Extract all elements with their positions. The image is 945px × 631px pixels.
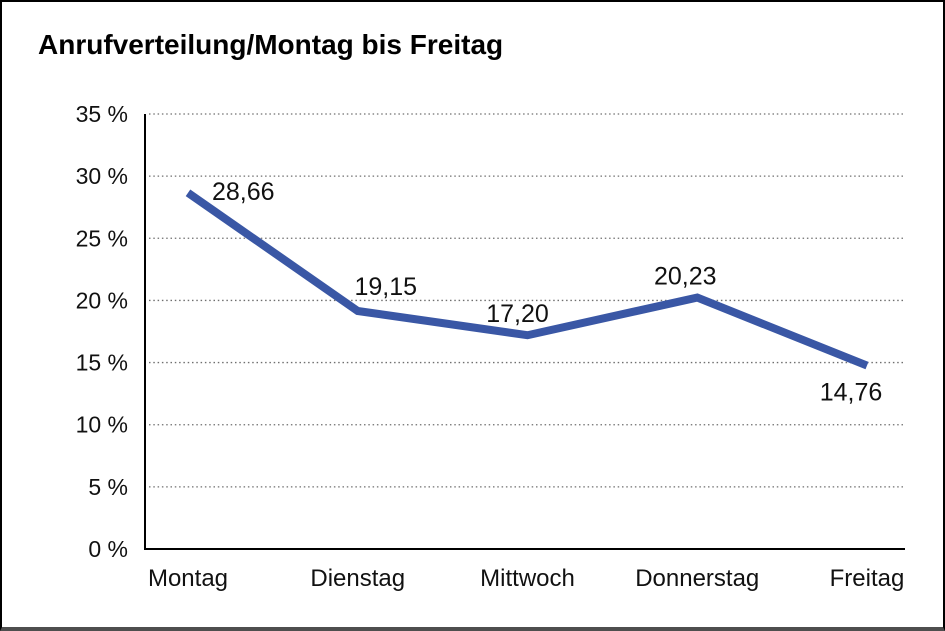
y-axis-tick-label: 35 % [76,101,128,127]
y-axis-tick-label: 0 % [88,536,128,562]
x-axis-category-label: Dienstag [310,565,405,592]
x-axis-category-label: Freitag [830,565,905,592]
y-axis-tick-label: 15 % [76,350,128,376]
data-point-label: 19,15 [354,273,417,301]
y-axis-tick-label: 25 % [76,225,128,251]
y-axis-tick-label: 20 % [76,287,128,313]
x-axis-category-label: Donnerstag [635,565,759,592]
data-point-label: 17,20 [486,300,549,328]
x-axis-category-label: Montag [148,565,228,592]
data-line [185,189,869,370]
data-point-label: 14,76 [820,379,883,407]
data-point-label: 28,66 [212,178,275,206]
data-point-label: 20,23 [654,263,717,291]
y-axis-tick-label: 5 % [88,474,128,500]
chart-title: Anrufverteilung/Montag bis Freitag [38,29,504,60]
x-axis-category-label: Mittwoch [480,565,575,592]
axis-lines [144,114,905,550]
y-axis-tick-label: 30 % [76,163,128,189]
y-axis-tick-label: 10 % [76,412,128,438]
